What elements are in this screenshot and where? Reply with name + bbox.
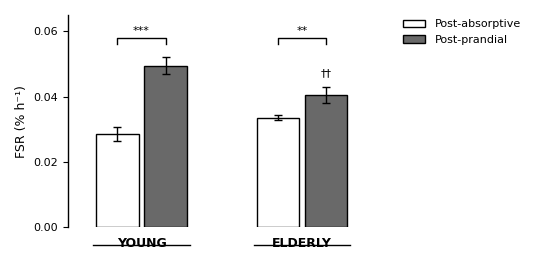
Bar [256, 118, 299, 227]
Bar [96, 134, 139, 227]
Y-axis label: FSR (% h⁻¹): FSR (% h⁻¹) [15, 85, 28, 158]
Bar [305, 95, 347, 227]
Text: **: ** [296, 26, 308, 36]
Bar [144, 66, 187, 227]
Text: ***: *** [133, 26, 150, 36]
Legend: Post-absorptive, Post-prandial: Post-absorptive, Post-prandial [399, 15, 525, 50]
Text: ††: †† [320, 69, 332, 79]
